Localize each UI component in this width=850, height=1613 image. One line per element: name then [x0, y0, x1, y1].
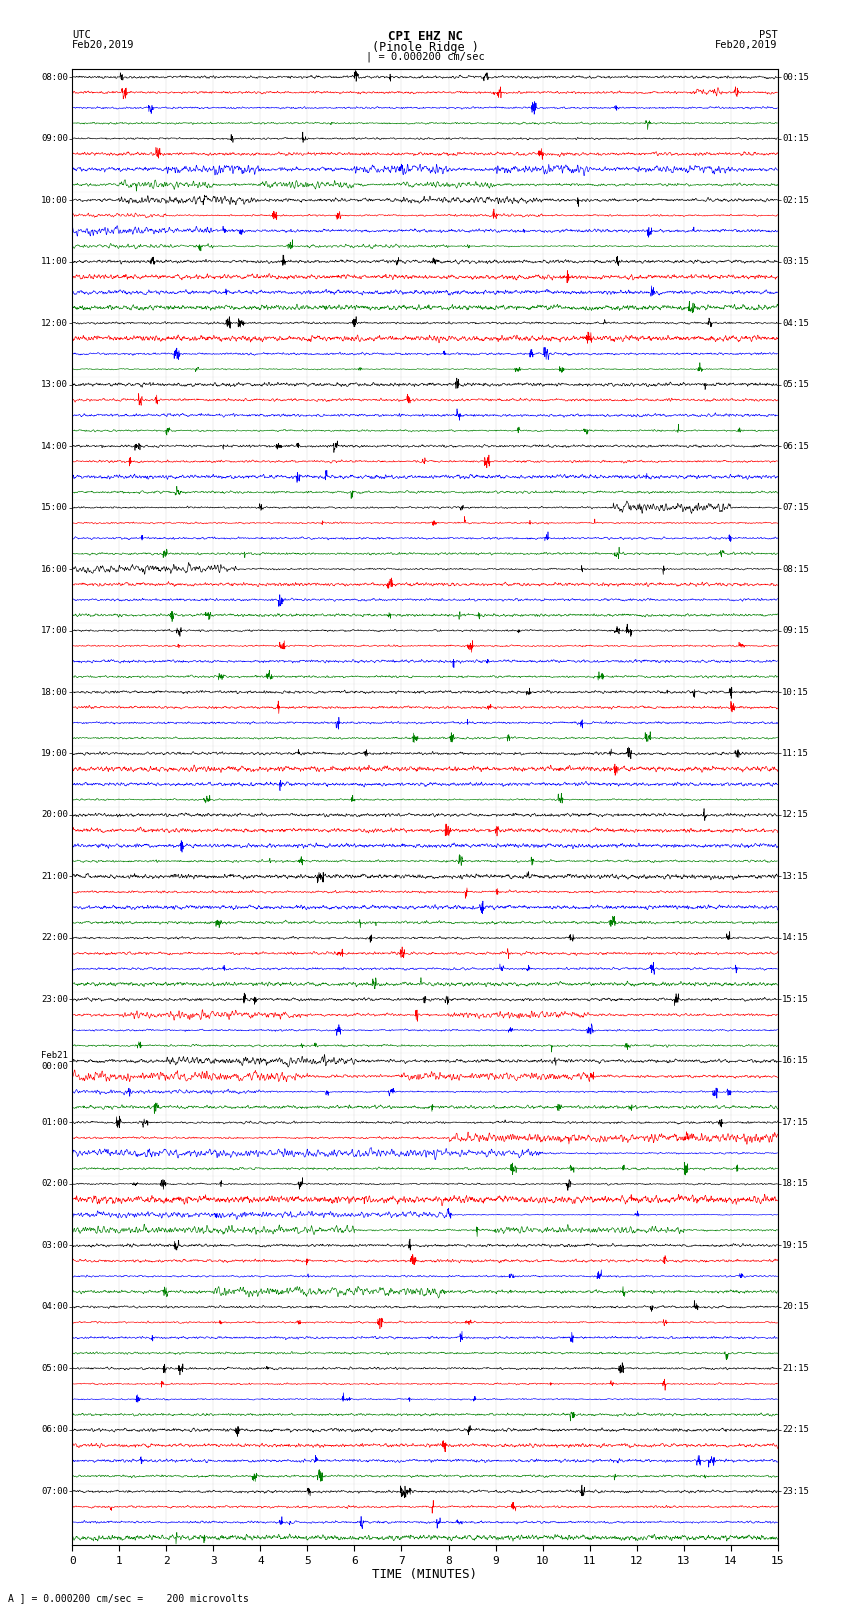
Text: A ] = 0.000200 cm/sec =    200 microvolts: A ] = 0.000200 cm/sec = 200 microvolts	[8, 1594, 249, 1603]
Text: (Pinole Ridge ): (Pinole Ridge )	[371, 40, 479, 55]
Text: UTC: UTC	[72, 31, 91, 40]
X-axis label: TIME (MINUTES): TIME (MINUTES)	[372, 1568, 478, 1581]
Text: CPI EHZ NC: CPI EHZ NC	[388, 31, 462, 44]
Text: Feb20,2019: Feb20,2019	[72, 39, 135, 50]
Text: PST: PST	[759, 31, 778, 40]
Text: | = 0.000200 cm/sec: | = 0.000200 cm/sec	[366, 52, 484, 63]
Text: Feb20,2019: Feb20,2019	[715, 39, 778, 50]
